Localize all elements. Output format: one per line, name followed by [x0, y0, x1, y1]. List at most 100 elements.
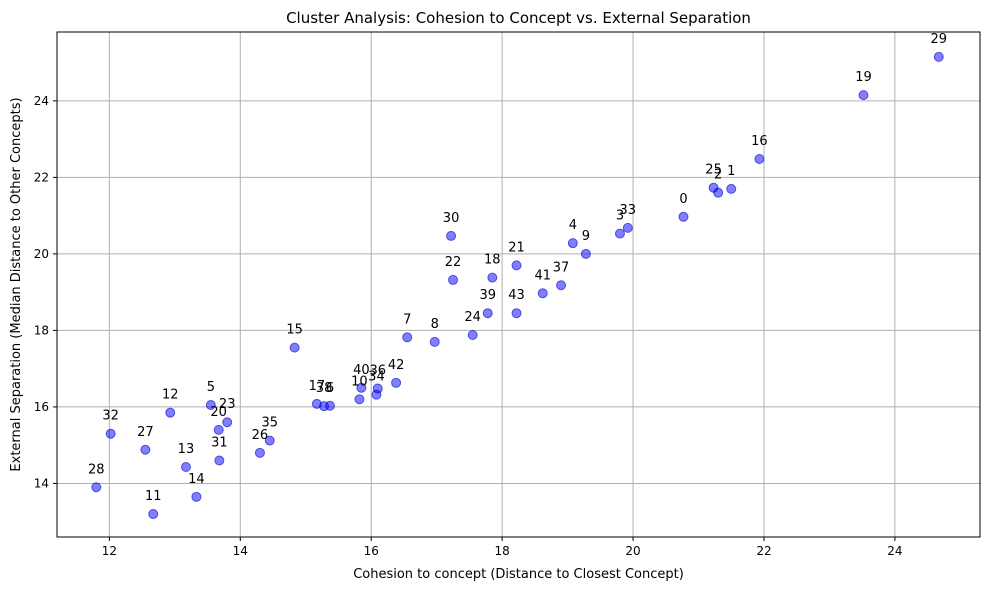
data-point-label: 15: [286, 323, 303, 338]
data-point: [511, 308, 522, 319]
data-point-label: 29: [930, 32, 947, 47]
x-axis-label: Cohesion to concept (Distance to Closest…: [353, 567, 684, 582]
data-point: [264, 435, 275, 446]
plot-area-frame: [56, 31, 981, 538]
data-point: [205, 400, 216, 411]
data-point: [289, 342, 300, 353]
data-point: [254, 447, 265, 458]
x-tick-label: 16: [364, 544, 379, 558]
x-tick-label: 14: [233, 544, 248, 558]
data-point-label: 19: [855, 70, 872, 85]
data-point-label: 18: [484, 253, 501, 268]
data-point-label: 22: [445, 255, 462, 270]
data-point-label: 16: [751, 134, 768, 149]
grid: [57, 32, 980, 537]
data-point: [213, 424, 224, 435]
data-point-label: 39: [479, 288, 496, 303]
data-point-label: 40: [353, 363, 370, 378]
data-point: [678, 211, 689, 222]
data-point: [402, 332, 413, 343]
x-tick-label: 12: [102, 544, 117, 558]
x-tick-label: 24: [887, 544, 902, 558]
data-point: [580, 248, 591, 259]
data-point: [91, 482, 102, 493]
data-point: [858, 90, 869, 101]
data-point-label: 20: [210, 405, 227, 420]
y-tick-label: 24: [34, 94, 49, 108]
data-point-label: 11: [145, 489, 162, 504]
data-point: [708, 182, 719, 193]
data-point-label: 38: [316, 381, 333, 396]
data-point: [622, 222, 633, 233]
data-point: [429, 336, 440, 347]
data-point: [482, 308, 493, 319]
data-point-label: 31: [211, 435, 228, 450]
data-point-label: 13: [178, 442, 195, 457]
data-point-label: 35: [261, 416, 278, 431]
data-point: [726, 183, 737, 194]
data-point-label: 4: [569, 218, 577, 233]
data-point-label: 43: [508, 288, 525, 303]
data-point: [614, 228, 625, 239]
y-tick-label: 14: [34, 476, 49, 490]
data-point-label: 1: [727, 164, 735, 179]
data-point: [191, 491, 202, 502]
data-point: [933, 51, 944, 62]
data-point: [354, 394, 365, 405]
data-point: [148, 509, 159, 520]
data-point-label: 32: [102, 409, 119, 424]
data-point-label: 24: [464, 310, 481, 325]
data-point: [140, 444, 151, 455]
data-point: [754, 154, 765, 165]
data-point-label: 23: [219, 397, 236, 412]
data-point: [319, 401, 330, 412]
y-tick-label: 18: [34, 323, 49, 337]
data-point-label: 36: [369, 364, 386, 379]
x-tick-label: 22: [756, 544, 771, 558]
data-point: [487, 272, 498, 283]
data-point-label: 30: [443, 211, 460, 226]
x-tick-label: 20: [625, 544, 640, 558]
data-point: [537, 288, 548, 299]
data-point-label: 37: [553, 260, 570, 275]
data-point-label: 34: [368, 370, 385, 385]
data-point-label: 3: [616, 209, 624, 224]
y-tick-label: 20: [34, 247, 49, 261]
data-point-label: 17: [309, 379, 326, 394]
data-point: [165, 407, 176, 418]
data-point-label: 9: [582, 229, 590, 244]
data-point-label: 42: [388, 358, 405, 373]
data-point-label: 2: [714, 168, 722, 183]
data-point-label: 8: [431, 317, 439, 332]
data-point: [446, 230, 457, 241]
data-point-label: 33: [620, 203, 637, 218]
data-point-label: 10: [351, 374, 368, 389]
data-point: [356, 382, 367, 393]
data-points: [91, 51, 944, 520]
data-point-label: 7: [403, 312, 411, 327]
data-point: [511, 260, 522, 271]
data-point: [214, 455, 225, 466]
data-point: [448, 274, 459, 285]
data-point-label: 41: [534, 268, 551, 283]
data-point-label: 6: [326, 381, 334, 396]
data-point-label: 27: [137, 425, 154, 440]
data-point: [556, 280, 567, 291]
chart-title: Cluster Analysis: Cohesion to Concept vs…: [286, 9, 751, 27]
data-point: [180, 461, 191, 472]
y-tick-label: 22: [34, 170, 49, 184]
data-point-label: 26: [252, 428, 269, 443]
data-point: [391, 377, 402, 388]
data-point: [467, 330, 478, 340]
data-point: [222, 417, 233, 428]
data-point-label: 28: [88, 462, 105, 477]
data-point-label: 21: [508, 240, 525, 255]
y-tick-label: 16: [34, 400, 49, 414]
data-point-label: 25: [705, 163, 722, 178]
data-point: [105, 428, 116, 439]
data-point-label: 12: [162, 388, 179, 403]
